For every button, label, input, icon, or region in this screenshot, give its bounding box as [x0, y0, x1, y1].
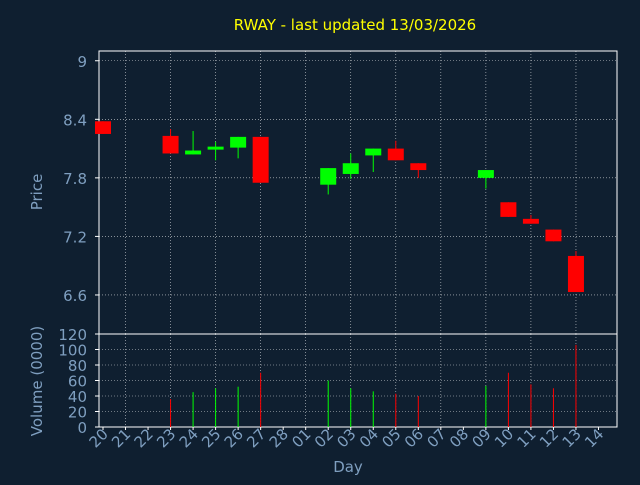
volume-tick-label: 100 [58, 342, 87, 360]
volume-tick-label: 120 [58, 326, 87, 344]
price-tick-label: 8.4 [63, 111, 87, 129]
price-tick-label: 6.6 [63, 287, 87, 305]
candle-body [522, 218, 539, 224]
candle-body [207, 146, 224, 150]
candle-body [320, 168, 337, 185]
volume-tick-label: 0 [77, 419, 87, 437]
candle-body [500, 202, 517, 217]
x-tick-label: 14 [581, 425, 607, 451]
x-axis: 2021222324252627280102030405060708091011… [86, 425, 608, 451]
x-axis-label: Day [333, 458, 363, 476]
candle-body [252, 136, 269, 183]
candle-body [185, 150, 202, 155]
volume-tick-label: 80 [68, 357, 87, 375]
price-plot-frame [98, 50, 618, 335]
price-tick-label: 9 [77, 53, 87, 71]
candle-body [545, 229, 562, 242]
price-tick-label: 7.8 [63, 170, 87, 188]
candle-body [162, 135, 179, 154]
volume-tick-label: 20 [68, 404, 87, 422]
volume-tick-label: 40 [68, 388, 87, 406]
candle-body [410, 163, 427, 171]
candle-body [95, 121, 111, 134]
volume-axis-label: Volume (0000) [28, 326, 46, 436]
candle-body [567, 255, 584, 293]
chart-title: RWAY - last updated 13/03/2026 [234, 16, 476, 34]
candle-body [387, 148, 404, 161]
candle-body [477, 170, 494, 178]
candle-body [342, 163, 359, 174]
volume-tick-label: 60 [68, 373, 87, 391]
candle-body [365, 148, 382, 156]
price-tick-label: 7.2 [63, 228, 87, 246]
price-panel: 6.6 7.2 7.8 8.4 9 [63, 50, 618, 335]
price-axis-label: Price [28, 174, 46, 211]
candle-body [230, 136, 247, 148]
